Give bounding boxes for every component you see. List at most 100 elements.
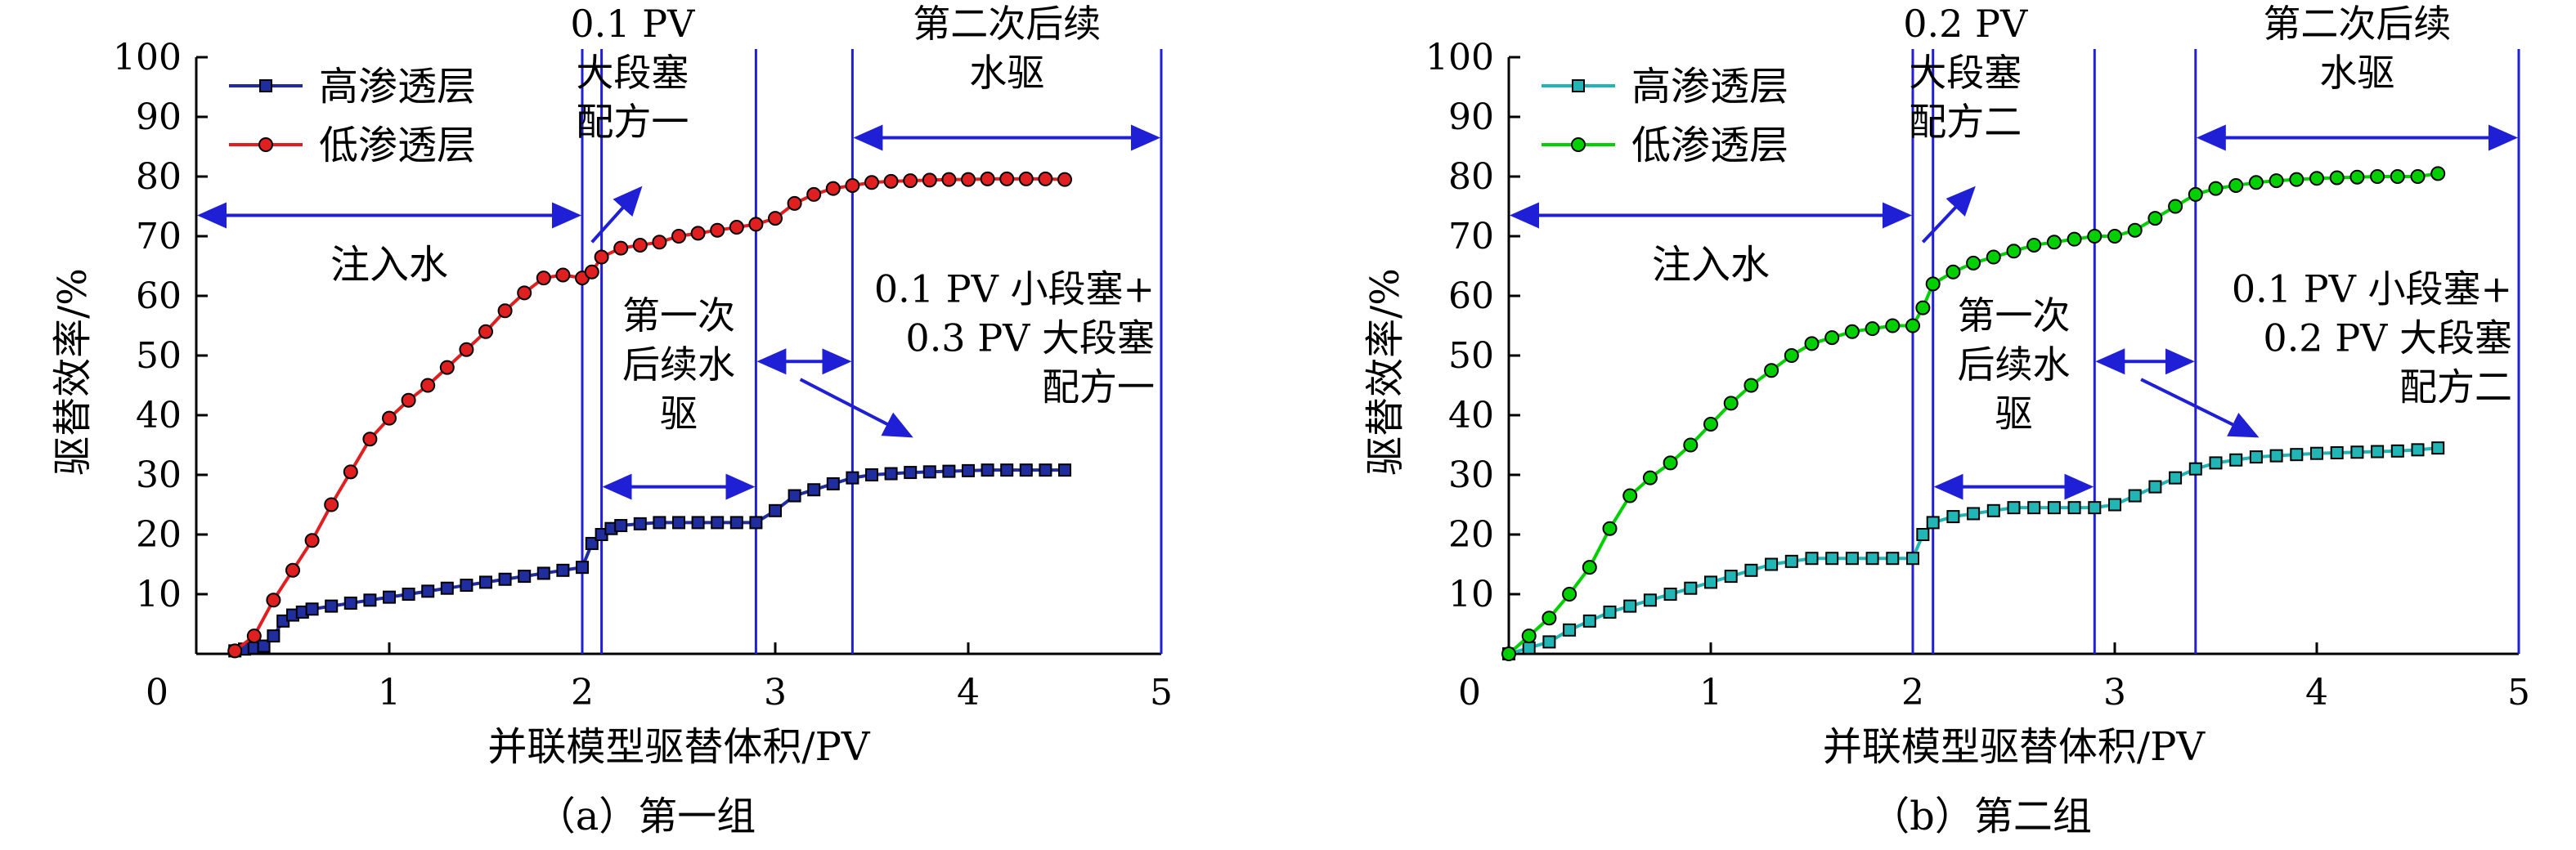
data-point <box>257 639 271 653</box>
data-point <box>576 561 589 575</box>
legend-marker <box>1571 137 1586 152</box>
slug-combo-label: 0.2 PV 大段塞 <box>2263 315 2512 360</box>
chart-panel-a: 0 1 2 3 4 5 10 20 30 40 50 60 70 80 90 100 并联模型驱替体积/PV 驱替… <box>50 2 1173 839</box>
data-point <box>2006 244 2022 259</box>
legend-label: 高渗透层 <box>319 64 476 110</box>
data-point <box>1967 507 1981 521</box>
data-point <box>1622 488 1638 503</box>
data-point <box>2290 448 2304 462</box>
data-point <box>1804 336 1820 351</box>
data-point <box>845 177 860 193</box>
data-point <box>883 173 899 189</box>
data-point <box>594 249 609 265</box>
y-tick-label: 20 <box>1448 514 1494 556</box>
series-line <box>234 468 1065 653</box>
data-point <box>2329 170 2345 186</box>
data-point <box>729 516 743 530</box>
data-point <box>1844 324 1860 339</box>
data-point <box>439 360 455 375</box>
data-point <box>1906 552 1919 566</box>
data-point <box>2087 229 2103 244</box>
data-point <box>769 503 782 517</box>
data-point <box>1744 378 1759 393</box>
data-point <box>1805 552 1819 566</box>
data-point <box>2188 186 2203 202</box>
data-point <box>2390 444 2404 458</box>
data-point <box>2046 235 2062 250</box>
data-point <box>2431 441 2445 455</box>
legend-label: 低渗透层 <box>1631 123 1788 168</box>
data-point <box>324 497 339 512</box>
data-point <box>479 575 492 589</box>
data-point <box>690 226 706 241</box>
data-point <box>1019 463 1033 477</box>
data-point <box>2350 445 2364 459</box>
x-tick-label: 3 <box>764 672 787 714</box>
first-water-label: 驱 <box>1995 391 2033 436</box>
data-point <box>246 629 262 644</box>
data-point <box>749 516 763 530</box>
first-water-label: 第一次 <box>622 293 735 338</box>
data-point <box>729 220 744 235</box>
data-point <box>1966 255 1981 271</box>
data-point <box>497 303 513 319</box>
data-point <box>942 464 956 478</box>
data-point <box>826 476 840 490</box>
data-point <box>1582 560 1597 575</box>
data-point <box>305 602 319 616</box>
data-point <box>1865 321 1880 337</box>
data-point <box>1521 629 1537 644</box>
data-point <box>710 222 725 238</box>
data-point <box>1986 249 2001 265</box>
y-tick-label: 90 <box>136 96 182 138</box>
y-tick-label: 60 <box>1448 275 1494 317</box>
data-point <box>1905 318 1920 333</box>
x-axis-label: 并联模型驱替体积/PV <box>487 724 870 770</box>
data-point <box>1522 641 1536 655</box>
data-point <box>2088 501 2102 515</box>
second-water-label: 第二次后续 <box>2263 2 2451 46</box>
y-tick-label: 50 <box>1448 335 1494 377</box>
y-tick-label: 90 <box>1448 96 1494 138</box>
data-point <box>2269 449 2283 463</box>
data-point <box>2007 501 2021 515</box>
series-low-perm <box>1501 166 2446 661</box>
data-point <box>2127 222 2143 238</box>
data-point <box>498 572 512 586</box>
data-point <box>1000 463 1014 477</box>
data-point <box>2027 501 2041 515</box>
x-tick-label: 3 <box>2103 672 2126 714</box>
data-point <box>2228 177 2244 193</box>
second-water-label: 第二次后续 <box>913 2 1101 46</box>
x-tick-label: 2 <box>571 672 594 714</box>
data-point <box>1563 623 1577 637</box>
data-point <box>478 324 493 339</box>
data-point <box>556 563 570 577</box>
x-tick-label: 4 <box>2305 672 2328 714</box>
data-point <box>227 643 243 659</box>
data-point <box>961 172 976 187</box>
data-point <box>1926 516 1940 530</box>
data-point <box>343 596 357 610</box>
data-point <box>884 467 898 481</box>
data-point <box>1946 510 1960 524</box>
data-point <box>1663 455 1678 471</box>
data-point <box>325 599 339 613</box>
data-point <box>865 468 878 481</box>
data-point <box>632 237 648 253</box>
data-point <box>2430 166 2446 181</box>
x-tick-label: 5 <box>2507 672 2530 714</box>
data-point <box>1886 552 1900 566</box>
legend-label: 高渗透层 <box>1631 64 1788 110</box>
data-point <box>807 483 821 497</box>
data-point <box>285 562 300 578</box>
data-point <box>922 172 937 188</box>
data-point <box>2310 446 2323 460</box>
data-point <box>1723 396 1739 411</box>
slug-top-label: 配方二 <box>1909 100 2022 144</box>
data-point <box>1058 463 1071 477</box>
legend-marker <box>1572 79 1585 92</box>
data-point <box>2349 169 2365 185</box>
x-tick-label: 1 <box>1699 672 1722 714</box>
slug-combo-label: 配方一 <box>1042 365 1155 409</box>
